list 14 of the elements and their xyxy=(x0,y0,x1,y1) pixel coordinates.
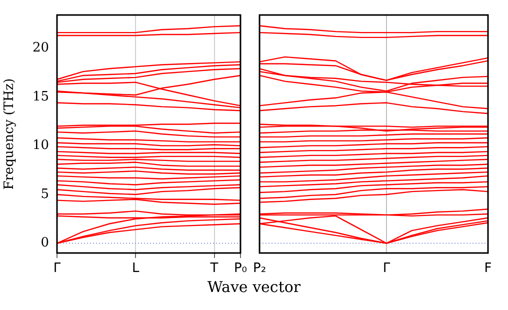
x-axis-title: Wave vector xyxy=(206,278,302,296)
y-tick-label: 10 xyxy=(32,138,49,154)
x-tick-label: P₀ xyxy=(234,261,248,276)
y-tick-label: 15 xyxy=(32,89,49,104)
x-tick-label: Γ xyxy=(53,261,62,276)
y-axis-title: Frequency (THz) xyxy=(2,78,18,190)
y-tick-label: 20 xyxy=(32,40,49,56)
x-tick-label: P₂ xyxy=(252,261,266,276)
y-tick-label: 0 xyxy=(40,236,49,251)
x-tick-label: L xyxy=(132,261,140,276)
y-tick-label: 5 xyxy=(40,186,49,202)
x-tick-label: T xyxy=(209,261,218,276)
x-tick-label: Γ xyxy=(382,261,391,276)
x-tick-label: F xyxy=(484,261,492,276)
